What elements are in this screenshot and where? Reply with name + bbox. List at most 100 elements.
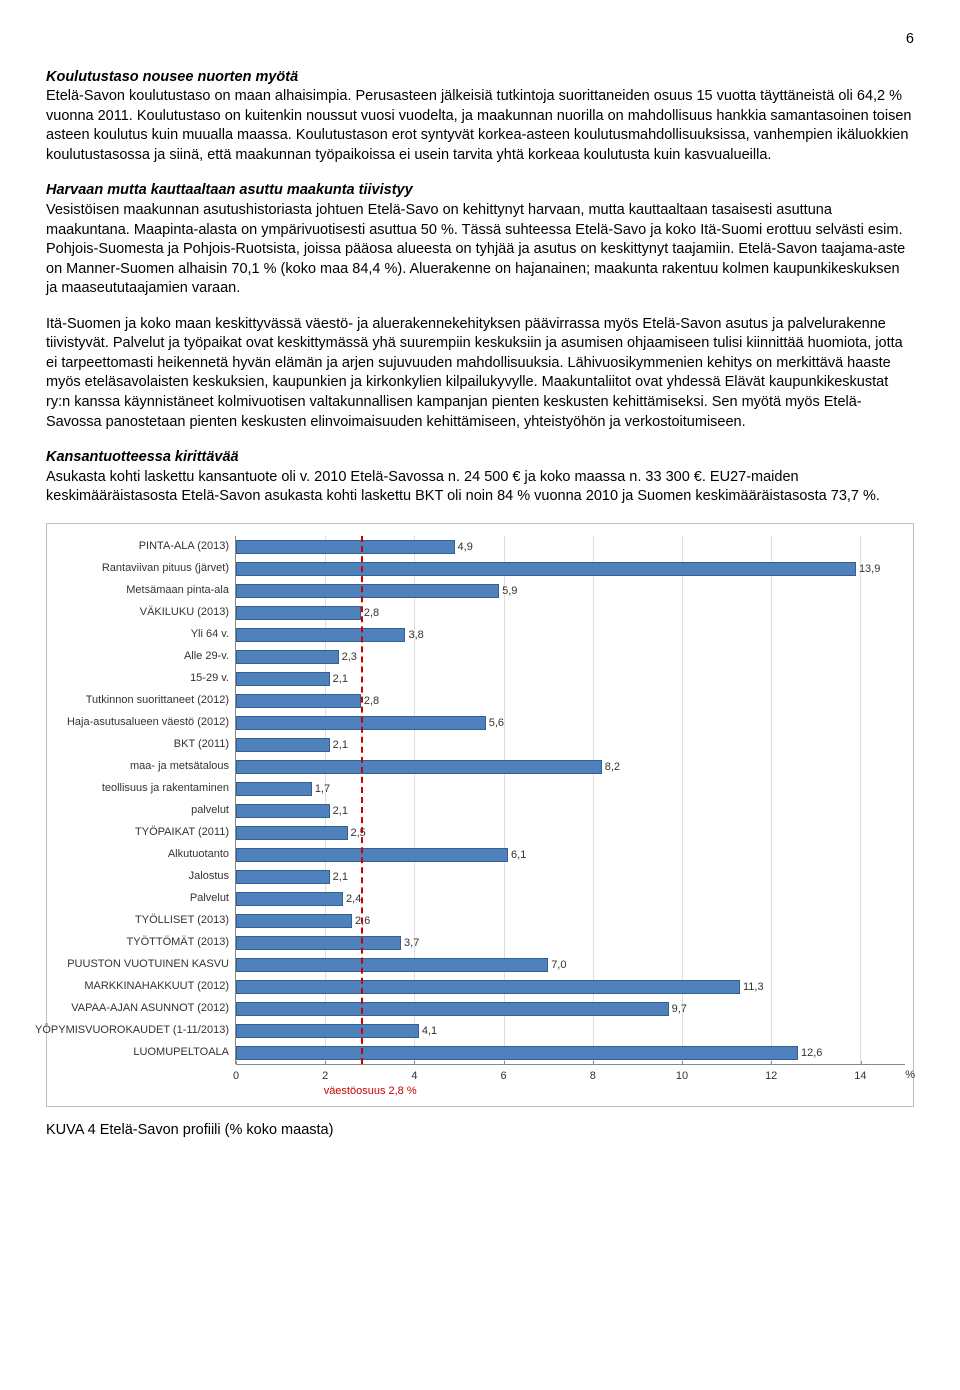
- chart-category-label: BKT (2011): [55, 734, 235, 756]
- figure-caption: KUVA 4 Etelä-Savon profiili (% koko maas…: [46, 1121, 914, 1141]
- chart-x-tick: 4: [411, 1065, 417, 1084]
- chart-bar: 2,1: [236, 870, 330, 884]
- chart-category-label: TYÖLLISET (2013): [55, 910, 235, 932]
- chart-category-label: Yli 64 v.: [55, 624, 235, 646]
- chart-bar-value: 2,1: [333, 672, 348, 687]
- chart-x-tick: 14: [854, 1065, 866, 1084]
- section-4-heading: Kansantuotteessa kirittävää: [46, 449, 239, 465]
- chart-category-label: MARKKINAHAKKUUT (2012): [55, 976, 235, 998]
- chart-bar: 4,1: [236, 1024, 419, 1038]
- chart-category-label: VAPAA-AJAN ASUNNOT (2012): [55, 998, 235, 1020]
- chart-bar-value: 1,7: [315, 782, 330, 797]
- chart-bar: 2,6: [236, 914, 352, 928]
- chart-category-label: YÖPYMISVUOROKAUDET (1-11/2013): [55, 1020, 235, 1042]
- chart-bar: 6,1: [236, 848, 508, 862]
- chart-bar-value: 5,6: [489, 716, 504, 731]
- chart-bar: 2,3: [236, 650, 339, 664]
- chart-bar: 2,4: [236, 892, 343, 906]
- chart-bar-row: 2,1: [236, 668, 905, 690]
- chart-bar: 8,2: [236, 760, 602, 774]
- chart-bar-row: 2,8: [236, 602, 905, 624]
- chart-bar-value: 13,9: [859, 562, 880, 577]
- chart-bar-row: 2,8: [236, 690, 905, 712]
- chart-category-label: PINTA-ALA (2013): [55, 536, 235, 558]
- chart-bar-row: 5,9: [236, 580, 905, 602]
- chart-bar-row: 2,5: [236, 822, 905, 844]
- chart-bar: 3,8: [236, 628, 405, 642]
- chart-category-label: Jalostus: [55, 866, 235, 888]
- chart-bar-row: 1,7: [236, 778, 905, 800]
- chart-bar: 5,9: [236, 584, 499, 598]
- chart-x-tick: 2: [322, 1065, 328, 1084]
- chart-bar-row: 4,1: [236, 1020, 905, 1042]
- chart-bar-value: 12,6: [801, 1046, 822, 1061]
- chart-category-label: palvelut: [55, 800, 235, 822]
- chart-bar-value: 2,1: [333, 738, 348, 753]
- chart-bar-row: 2,6: [236, 910, 905, 932]
- section-1: Koulutustaso nousee nuorten myötä Etelä-…: [46, 68, 914, 166]
- chart-bar-value: 4,1: [422, 1024, 437, 1039]
- chart-bar-value: 7,0: [551, 958, 566, 973]
- chart-bar-row: 2,3: [236, 646, 905, 668]
- section-2-heading: Harvaan mutta kauttaaltaan asuttu maakun…: [46, 182, 413, 198]
- chart-bar: 13,9: [236, 562, 856, 576]
- section-1-body: Etelä-Savon koulutustaso on maan alhaisi…: [46, 88, 911, 163]
- chart-category-label: TYÖTTÖMÄT (2013): [55, 932, 235, 954]
- chart-bar-row: 6,1: [236, 844, 905, 866]
- chart-category-label: Metsämaan pinta-ala: [55, 580, 235, 602]
- chart-bar-row: 8,2: [236, 756, 905, 778]
- chart-bar-value: 8,2: [605, 760, 620, 775]
- chart-category-label: TYÖPAIKAT (2011): [55, 822, 235, 844]
- chart-bar-row: 12,6: [236, 1042, 905, 1064]
- chart-category-label: teollisuus ja rakentaminen: [55, 778, 235, 800]
- chart-bar-value: 2,8: [364, 606, 379, 621]
- chart-category-label: Tutkinnon suorittaneet (2012): [55, 690, 235, 712]
- chart-bar-row: 4,9: [236, 536, 905, 558]
- chart-x-tick: 12: [765, 1065, 777, 1084]
- chart-bar-row: 2,1: [236, 734, 905, 756]
- chart-reference-line: [361, 536, 363, 1064]
- chart-bar: 2,8: [236, 694, 361, 708]
- chart-bar: 2,1: [236, 804, 330, 818]
- chart-bar-value: 9,7: [672, 1002, 687, 1017]
- chart-bar-row: 2,1: [236, 800, 905, 822]
- chart-x-unit: %: [905, 1064, 915, 1083]
- chart-bar-row: 2,4: [236, 888, 905, 910]
- chart-bar-value: 2,8: [364, 694, 379, 709]
- section-2: Harvaan mutta kauttaaltaan asuttu maakun…: [46, 181, 914, 298]
- paragraph-3: Itä-Suomen ja koko maan keskittyvässä vä…: [46, 315, 914, 432]
- chart-bar-value: 3,7: [404, 936, 419, 951]
- section-4-body: Asukasta kohti laskettu kansantuote oli …: [46, 469, 880, 505]
- chart-bar-value: 3,8: [408, 628, 423, 643]
- chart-bar-row: 13,9: [236, 558, 905, 580]
- chart-bar-value: 5,9: [502, 584, 517, 599]
- chart-category-label: maa- ja metsätalous: [55, 756, 235, 778]
- chart-category-label: Haja-asutusalueen väestö (2012): [55, 712, 235, 734]
- chart-bar: 12,6: [236, 1046, 798, 1060]
- chart-bar-row: 9,7: [236, 998, 905, 1020]
- chart-bar-row: 3,7: [236, 932, 905, 954]
- chart-bar-value: 11,3: [743, 980, 764, 995]
- chart-x-tick: 10: [676, 1065, 688, 1084]
- chart-x-tick: 8: [590, 1065, 596, 1084]
- chart-category-label: 15-29 v.: [55, 668, 235, 690]
- chart-bar: 2,8: [236, 606, 361, 620]
- chart-bar-row: 2,1: [236, 866, 905, 888]
- chart-category-label: Alkutuotanto: [55, 844, 235, 866]
- chart-reference-label: väestöosuus 2,8 %: [324, 1084, 417, 1099]
- chart-category-label: PUUSTON VUOTUINEN KASVU: [55, 954, 235, 976]
- chart-x-tick: 6: [501, 1065, 507, 1084]
- chart-category-label: Alle 29-v.: [55, 646, 235, 668]
- chart-bar-value: 2,5: [351, 826, 366, 841]
- chart-category-label: Rantaviivan pituus (järvet): [55, 558, 235, 580]
- profile-chart: PINTA-ALA (2013)Rantaviivan pituus (järv…: [46, 523, 914, 1107]
- chart-bar-value: 4,9: [458, 540, 473, 555]
- chart-y-labels: PINTA-ALA (2013)Rantaviivan pituus (järv…: [55, 536, 235, 1102]
- chart-bar-value: 6,1: [511, 848, 526, 863]
- chart-bar-value: 2,4: [346, 892, 361, 907]
- section-2-body: Vesistöisen maakunnan asutushistoriasta …: [46, 202, 905, 296]
- chart-category-label: LUOMUPELTOALA: [55, 1042, 235, 1064]
- chart-bar-row: 3,8: [236, 624, 905, 646]
- chart-x-tick: 0: [233, 1065, 239, 1084]
- chart-bar: 2,5: [236, 826, 348, 840]
